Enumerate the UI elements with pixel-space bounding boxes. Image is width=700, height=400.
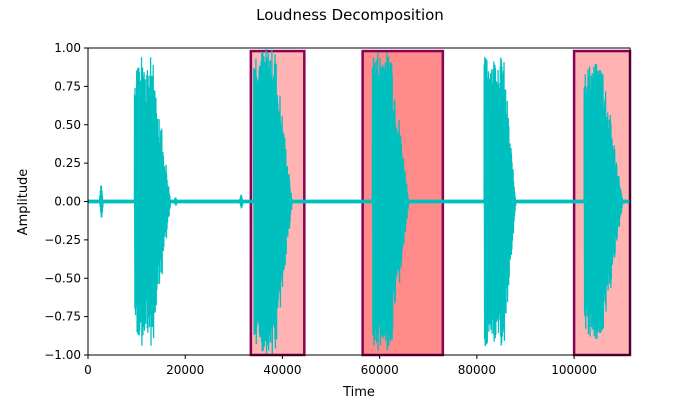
x-tick-label: 60000	[361, 363, 399, 377]
signal-series	[88, 49, 630, 354]
signal-line	[88, 49, 630, 354]
y-tick-label: 1.00	[54, 41, 81, 55]
y-tick-label: 0.25	[54, 156, 81, 170]
y-tick-label: −1.00	[44, 348, 81, 362]
y-tick-label: 0.75	[54, 79, 81, 93]
plot-area	[88, 48, 630, 355]
y-tick-label: −0.25	[44, 233, 81, 247]
x-axis: 0 20000 40000 60000 80000 100000	[84, 355, 597, 377]
y-tick-label: 0.50	[54, 118, 81, 132]
x-axis-label: Time	[342, 385, 375, 400]
x-tick-label: 0	[84, 363, 92, 377]
x-tick-label: 80000	[458, 363, 496, 377]
x-tick-label: 20000	[166, 363, 204, 377]
y-axis-label: Amplitude	[16, 169, 31, 236]
y-tick-label: 0.00	[54, 195, 81, 209]
x-tick-label: 40000	[263, 363, 301, 377]
y-tick-label: −0.50	[44, 271, 81, 285]
chart-title: Loudness Decomposition	[256, 6, 444, 24]
y-tick-label: −0.75	[44, 310, 81, 324]
x-tick-label: 100000	[551, 363, 597, 377]
y-axis: 1.00 0.75 0.50 0.25 0.00 −0.25 −0.50 −0.75 −1.00	[44, 41, 88, 362]
